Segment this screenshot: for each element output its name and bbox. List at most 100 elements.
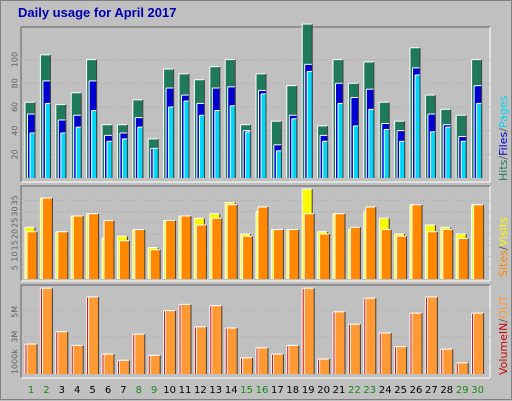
volume-panel-tick-2: 5M bbox=[11, 306, 20, 318]
hits-panel-bar-pages-4 bbox=[75, 126, 82, 178]
visits-panel-bar-sites-19 bbox=[303, 213, 315, 279]
volume-panel-bar-out-4 bbox=[72, 344, 84, 374]
volume-panel-bar-out-14-fill bbox=[227, 328, 238, 374]
visits-panel-tick-1: 10 bbox=[11, 251, 20, 261]
volume-panel-bar-out-20-fill bbox=[319, 359, 330, 374]
day-label-20: 20 bbox=[317, 385, 330, 396]
volume-panel-bar-out-18 bbox=[288, 344, 300, 374]
day-label-27: 27 bbox=[425, 385, 438, 396]
volume-panel-bar-out-1 bbox=[26, 343, 38, 374]
visits-panel-bar-sites-2 bbox=[41, 197, 53, 279]
hits-panel-bar-pages-20 bbox=[322, 140, 329, 178]
hits-panel-bar-pages-2-fill bbox=[45, 103, 51, 178]
volume-panel-tick-1: 3M bbox=[11, 331, 20, 343]
hits-panel-legend-entry-2: Files bbox=[497, 131, 510, 155]
visits-panel-bar-sites-30-fill bbox=[473, 204, 484, 279]
visits-panel-bar-sites-4-fill bbox=[73, 216, 84, 279]
visits-panel-bar-sites-29-fill bbox=[458, 238, 469, 279]
volume-panel-bar-out-26 bbox=[411, 312, 423, 374]
volume-panel-bar-out-14 bbox=[226, 327, 238, 374]
volume-panel-bar-out-16-fill bbox=[258, 347, 268, 374]
volume-panel-bar-out-26-fill bbox=[412, 313, 422, 374]
volume-panel-bar-out-8-fill bbox=[134, 334, 145, 374]
volume-panel-bar-out-11 bbox=[180, 303, 192, 374]
visits-panel-bar-sites-8 bbox=[134, 229, 146, 279]
volume-panel-bar-out-7-fill bbox=[119, 360, 130, 374]
visits-panel-bar-sites-27 bbox=[426, 231, 438, 279]
hits-panel-bar-pages-6 bbox=[106, 140, 113, 178]
day-label-18: 18 bbox=[286, 385, 299, 396]
visits-panel-bar-sites-13 bbox=[211, 217, 223, 279]
volume-panel-bar-out-23 bbox=[365, 297, 377, 374]
visits-panel-bar-sites-4 bbox=[72, 215, 84, 279]
day-label-9: 9 bbox=[151, 385, 157, 396]
visits-panel-bar-sites-27-fill bbox=[427, 231, 438, 279]
hits-panel-bar-pages-9-fill bbox=[153, 148, 159, 178]
hits-panel-bar-pages-28-fill bbox=[445, 127, 451, 178]
volume-panel-bar-out-22 bbox=[349, 323, 361, 374]
volume-panel-legend-entry-1: IN bbox=[497, 323, 510, 334]
volume-panel-bar-out-19-fill bbox=[304, 288, 315, 374]
visits-panel-bar-sites-7 bbox=[118, 240, 130, 279]
visits-panel-bar-sites-6 bbox=[103, 220, 115, 279]
day-label-25: 25 bbox=[394, 385, 407, 396]
hits-panel-bar-pages-30-fill bbox=[476, 103, 482, 178]
day-label-16: 16 bbox=[256, 385, 269, 396]
visits-panel-bar-sites-23 bbox=[365, 206, 377, 279]
volume-panel-bar-out-2 bbox=[41, 287, 53, 374]
day-label-11: 11 bbox=[179, 385, 192, 396]
visits-panel-tick-0: 5 bbox=[11, 265, 20, 270]
visits-panel-bar-sites-5 bbox=[88, 213, 100, 279]
hits-panel-legend-entry-1: / bbox=[497, 156, 510, 160]
hits-panel-bar-pages-6-fill bbox=[107, 141, 112, 178]
volume-panel-bar-out-29 bbox=[457, 362, 469, 374]
volume-panel-bar-out-7 bbox=[118, 359, 130, 374]
volume-panel-bar-out-6-fill bbox=[104, 354, 114, 374]
visits-panel-bar-sites-3 bbox=[57, 231, 69, 279]
visits-panel-bar-sites-18 bbox=[288, 229, 300, 279]
hits-panel-bar-pages-24-fill bbox=[384, 129, 390, 178]
hits-panel-bar-pages-23 bbox=[368, 108, 375, 178]
volume-panel-bar-out-25 bbox=[396, 346, 408, 374]
visits-panel-bar-sites-11 bbox=[180, 215, 192, 279]
volume-panel-bar-out-3 bbox=[57, 331, 69, 374]
visits-panel-legend: Sites/Visits bbox=[497, 217, 510, 277]
visits-panel-bar-sites-21 bbox=[334, 213, 346, 279]
day-label-15: 15 bbox=[240, 385, 253, 396]
visits-panel-legend-entry-1: / bbox=[497, 246, 510, 250]
volume-panel-bar-out-19 bbox=[303, 287, 315, 374]
hits-panel-bar-pages-27-fill bbox=[430, 131, 436, 178]
hits-panel-tick-3: 80 bbox=[11, 78, 20, 88]
volume-panel-bar-out-13-fill bbox=[211, 305, 222, 374]
day-label-13: 13 bbox=[209, 385, 222, 396]
visits-panel-legend-entry-0: Sites bbox=[497, 250, 510, 277]
visits-panel-bar-sites-24-fill bbox=[381, 229, 392, 279]
volume-panel-bar-out-3-fill bbox=[57, 331, 68, 374]
day-label-8: 8 bbox=[136, 385, 142, 396]
hits-panel-bar-pages-13-fill bbox=[214, 110, 220, 178]
hits-panel-bar-pages-22-fill bbox=[353, 125, 359, 178]
visits-panel-tick-5: 30 bbox=[11, 206, 20, 216]
volume-panel-bar-out-24 bbox=[380, 332, 392, 374]
volume-panel-bar-out-17-fill bbox=[273, 354, 284, 374]
visits-panel-bar-sites-2-fill bbox=[42, 198, 53, 279]
day-label-17: 17 bbox=[271, 385, 284, 396]
hits-panel-tick-4: 100 bbox=[11, 52, 20, 67]
visits-panel-bar-sites-3-fill bbox=[57, 231, 68, 279]
hits-panel-bar-pages-18-fill bbox=[291, 118, 297, 178]
hits-panel-legend-entry-4: Pages bbox=[497, 95, 510, 128]
volume-panel-bar-out-27 bbox=[426, 296, 438, 374]
visits-panel-tick-4: 25 bbox=[11, 218, 20, 228]
hits-panel-tick-1: 40 bbox=[11, 126, 20, 136]
volume-panel-bar-out-9-fill bbox=[150, 355, 161, 374]
visits-panel-bar-sites-10-fill bbox=[165, 220, 176, 279]
day-label-2: 2 bbox=[43, 385, 49, 396]
visits-panel-bar-sites-6-fill bbox=[104, 220, 114, 279]
hits-panel-bar-pages-17 bbox=[275, 150, 282, 178]
hits-panel-bar-pages-3-fill bbox=[60, 133, 66, 178]
visits-panel-bar-sites-8-fill bbox=[134, 229, 145, 279]
visits-panel-bar-sites-15 bbox=[242, 235, 254, 279]
visits-panel-bar-sites-23-fill bbox=[365, 207, 376, 279]
hits-panel-bar-pages-14-fill bbox=[230, 105, 236, 178]
volume-panel-bar-out-4-fill bbox=[73, 345, 84, 374]
